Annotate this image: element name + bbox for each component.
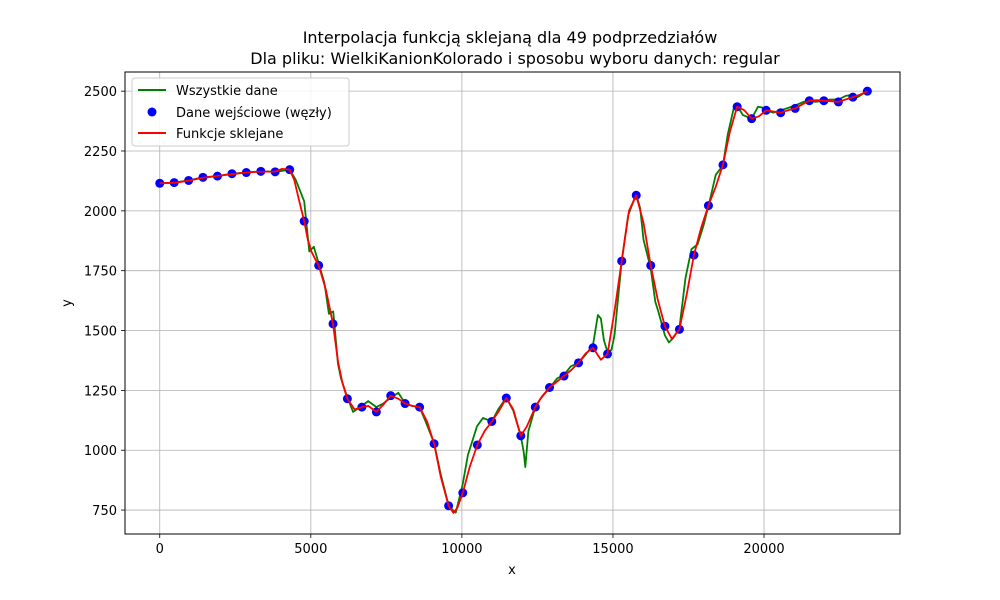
x-tick-label: 15000 [592, 542, 633, 557]
y-tick-label: 1500 [84, 325, 117, 340]
legend-label-dane-wejsciowe: Dane wejściowe (węzły) [176, 106, 332, 121]
y-tick-label: 750 [92, 504, 117, 519]
y-tick-label: 1750 [84, 265, 117, 280]
legend: Wszystkie dane Dane wejściowe (węzły) Fu… [131, 77, 350, 147]
legend-label-wszystkie-dane: Wszystkie dane [176, 84, 278, 99]
y-tick-label: 2000 [84, 205, 117, 220]
legend-label-funkcje-sklejane: Funkcje sklejane [176, 127, 283, 142]
grid [125, 72, 900, 534]
axes-frame [124, 71, 901, 535]
x-tick-label: 10000 [441, 542, 482, 557]
plot-area [155, 86, 872, 514]
legend-box [131, 77, 350, 147]
x-tick-label: 20000 [743, 542, 784, 557]
axis-ticks: 0 5000 10000 15000 20000 750 1000 1250 1500 1750 2… [84, 85, 785, 557]
x-tick-label: 5000 [294, 542, 327, 557]
y-tick-label: 1000 [84, 444, 117, 459]
y-axis-label: y [60, 299, 75, 307]
y-tick-label: 1250 [84, 384, 117, 399]
chart-title: Interpolacja funkcją sklejaną dla 49 pod… [303, 28, 718, 47]
x-tick-label: 0 [156, 542, 164, 557]
chart-subtitle: Dla pliku: WielkiKanionKolorado i sposob… [250, 49, 780, 68]
x-axis-label: x [508, 563, 516, 578]
series-line-funkcje-sklejane [159, 90, 868, 514]
y-tick-label: 2500 [84, 85, 117, 100]
y-tick-label: 2250 [84, 145, 117, 160]
legend-marker-dane-wejsciowe [147, 107, 157, 117]
